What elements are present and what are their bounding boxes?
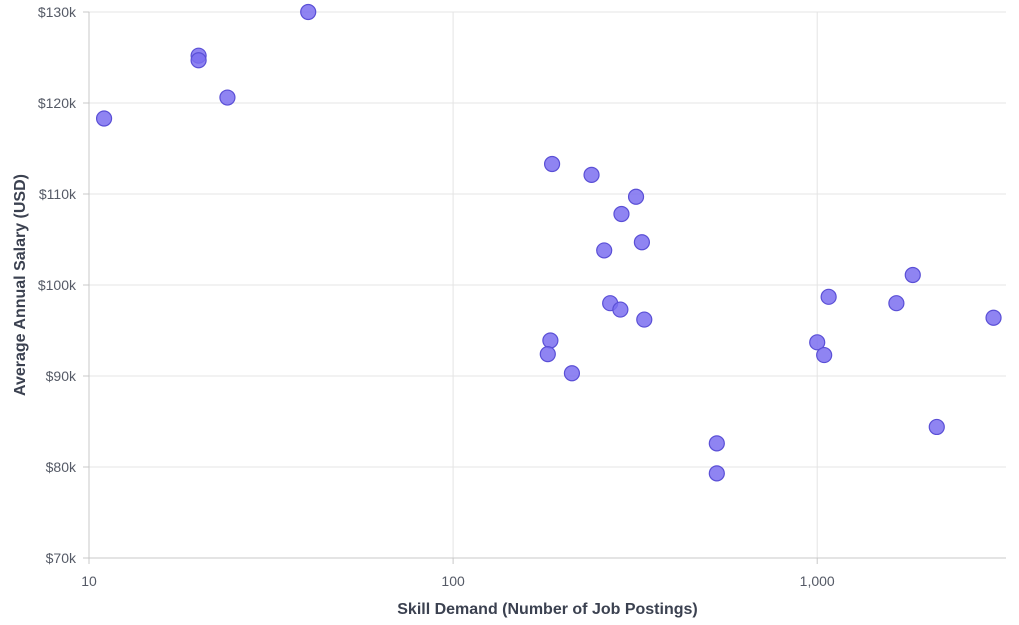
data-point[interactable] <box>928 418 945 436</box>
data-point[interactable] <box>583 166 600 183</box>
data-point[interactable] <box>95 110 113 127</box>
y-tick-label: $130k <box>38 4 77 20</box>
data-point[interactable] <box>539 346 556 363</box>
y-tick-label: $90k <box>46 368 77 384</box>
data-point[interactable] <box>633 234 650 251</box>
data-point[interactable] <box>816 346 833 364</box>
grid <box>88 11 1006 559</box>
data-point[interactable] <box>219 89 236 106</box>
data-point[interactable] <box>596 242 613 259</box>
data-point[interactable] <box>563 365 581 382</box>
data-point[interactable] <box>636 311 653 328</box>
data-point[interactable] <box>809 334 826 351</box>
y-axis-ticks: $70k $80k $90k $100k $110k $120k $130k <box>38 4 89 566</box>
y-axis-title: Average Annual Salary (USD) <box>12 174 29 396</box>
data-point[interactable] <box>708 465 725 482</box>
data-point[interactable] <box>543 155 561 173</box>
x-axis-title: Skill Demand (Number of Job Postings) <box>397 601 697 618</box>
x-tick-label: 10 <box>81 573 97 589</box>
data-point[interactable] <box>985 309 1002 326</box>
data-point[interactable] <box>820 288 837 305</box>
y-tick-label: $100k <box>38 277 77 293</box>
data-point[interactable] <box>888 295 905 312</box>
data-point[interactable] <box>904 266 921 284</box>
data-point[interactable] <box>708 435 725 452</box>
y-tick-label: $120k <box>38 95 77 111</box>
data-point[interactable] <box>613 205 630 223</box>
data-points <box>95 3 1002 482</box>
y-tick-label: $80k <box>46 459 77 475</box>
x-tick-label: 100 <box>441 573 465 589</box>
data-point[interactable] <box>627 188 645 205</box>
data-point[interactable] <box>190 52 207 69</box>
x-tick-label: 1,000 <box>800 573 835 589</box>
y-tick-label: $70k <box>46 550 77 566</box>
data-point[interactable] <box>612 301 629 318</box>
x-axis-ticks: 10 100 1,000 <box>81 558 835 589</box>
y-tick-label: $110k <box>39 186 77 202</box>
data-point[interactable] <box>300 3 317 21</box>
data-point[interactable] <box>542 332 559 349</box>
